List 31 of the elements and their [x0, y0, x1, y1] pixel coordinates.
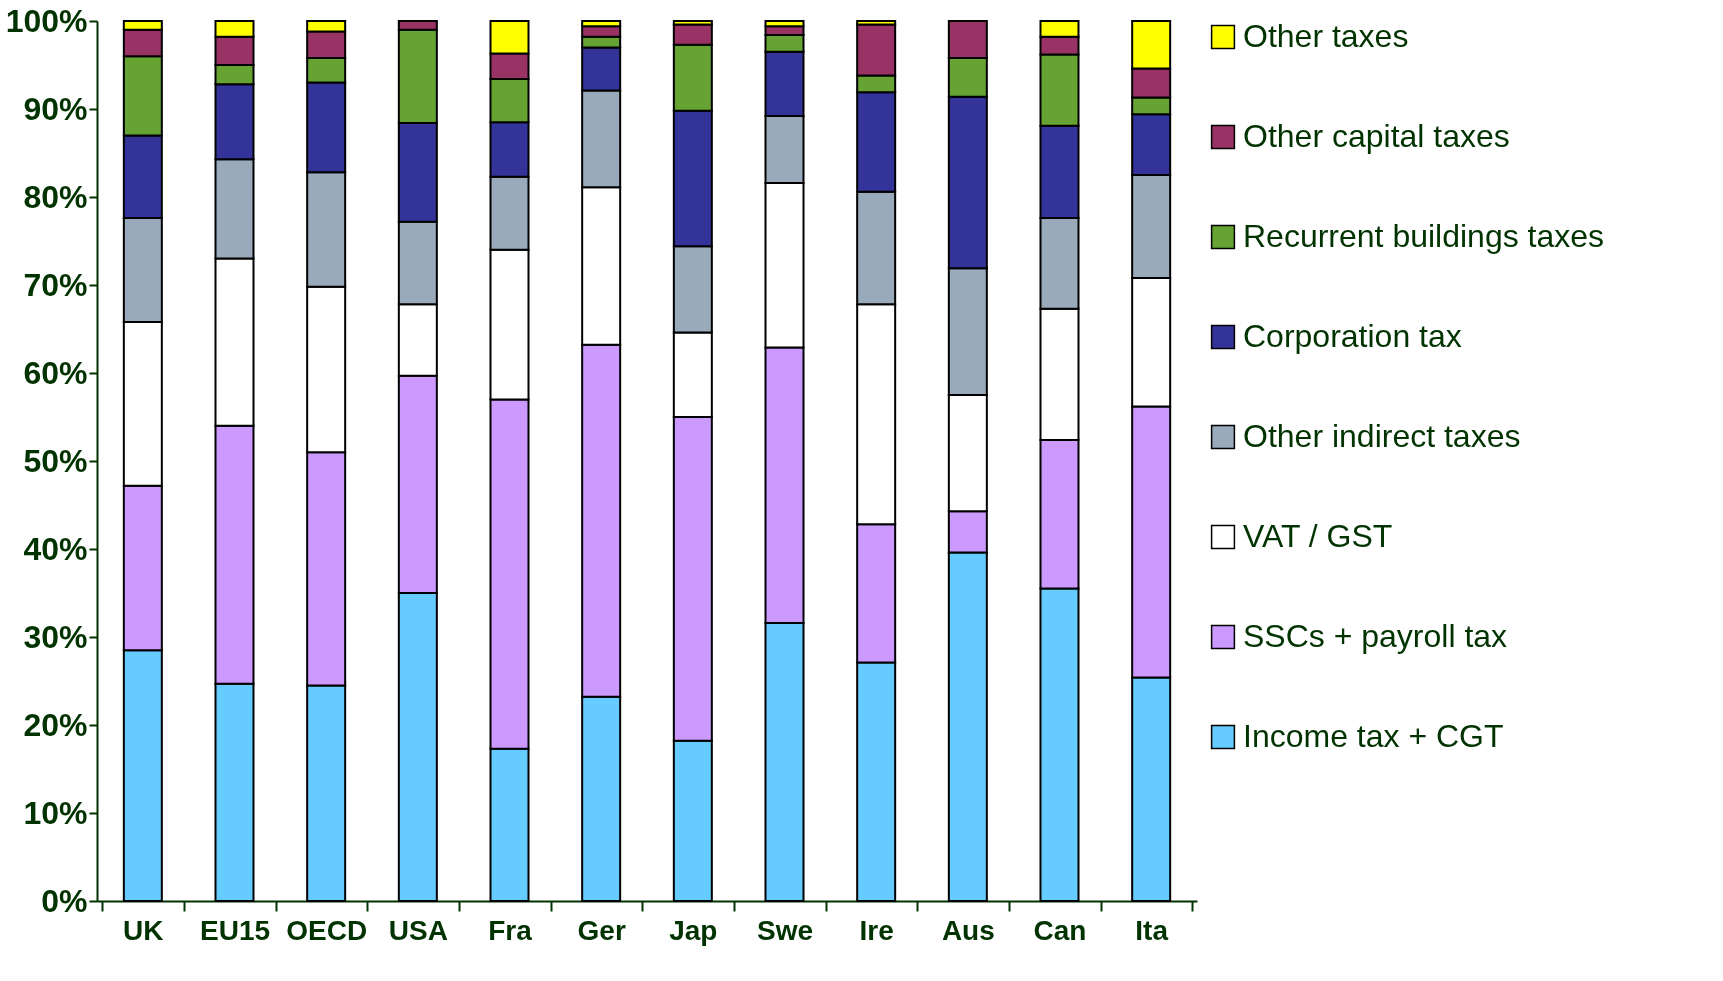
x-tick-label: Can: [1033, 914, 1087, 946]
x-tick-label: EU15: [199, 914, 271, 946]
legend-label: Other taxes: [1243, 18, 1409, 54]
x-tick-label: Ita: [1135, 914, 1169, 946]
y-tick-label: 10%: [23, 794, 88, 831]
y-tick-label: 30%: [23, 618, 88, 655]
y-tick-label: 100%: [5, 2, 88, 39]
legend-label: Corporation tax: [1243, 318, 1462, 354]
y-tick-label: 0%: [41, 882, 88, 919]
x-tick-label: USA: [388, 914, 448, 946]
x-tick-label: UK: [123, 914, 164, 946]
x-tick-label: Swe: [756, 914, 814, 946]
legend-label: Recurrent buildings taxes: [1243, 218, 1605, 254]
y-tick-label: 60%: [23, 354, 88, 391]
y-tick-label: 20%: [23, 706, 88, 743]
x-tick-label: Ger: [577, 914, 626, 946]
y-tick-label: 90%: [23, 90, 88, 127]
y-tick-label: 80%: [23, 178, 88, 215]
legend-label: SSCs + payroll tax: [1243, 618, 1508, 654]
legend-label: Other capital taxes: [1243, 118, 1510, 154]
x-tick-label: Ire: [859, 914, 894, 946]
y-tick-label: 40%: [23, 530, 88, 567]
x-tick-label: Jap: [669, 914, 718, 946]
legend-label: VAT / GST: [1243, 518, 1393, 554]
y-tick-label: 70%: [23, 266, 88, 303]
x-tick-label: Aus: [941, 914, 995, 946]
legend-label: Income tax + CGT: [1243, 718, 1504, 754]
y-tick-label: 50%: [23, 442, 88, 479]
x-tick-label: OECD: [286, 914, 368, 946]
x-tick-label: Fra: [488, 914, 533, 946]
legend-label: Other indirect taxes: [1243, 418, 1521, 454]
